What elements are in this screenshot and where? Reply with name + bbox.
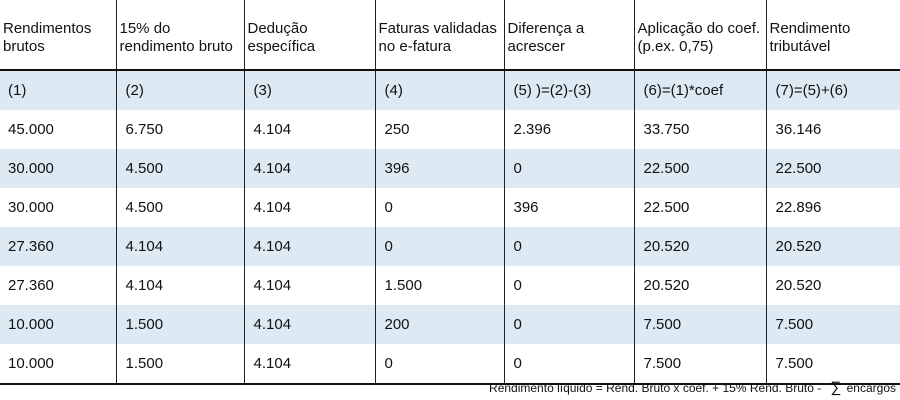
- footnote-text: Rendimento líquido = Rend. Bruto x coef.…: [489, 381, 822, 395]
- cell: 4.104: [244, 266, 376, 305]
- cell: 7.500: [766, 305, 900, 344]
- cell: 200: [375, 305, 505, 344]
- cell: 27.360: [0, 227, 117, 266]
- cell: 0: [375, 227, 505, 266]
- table-header: Rendimentos brutos 15% do rendimento bru…: [0, 0, 900, 71]
- cell: 10.000: [0, 305, 117, 344]
- footnote-tail: encargos: [846, 381, 896, 395]
- table-row: 45.000 6.750 4.104 250 2.396 33.750 36.1…: [0, 110, 900, 149]
- table-row: 10.000 1.500 4.104 200 0 7.500 7.500: [0, 305, 900, 344]
- header-validated-invoices: Faturas validadas no e-fatura: [375, 0, 505, 71]
- cell: 30.000: [0, 188, 117, 227]
- cell: 0: [504, 305, 635, 344]
- cell: 4.104: [244, 110, 376, 149]
- table-row: 27.360 4.104 4.104 0 0 20.520 20.520: [0, 227, 900, 266]
- index-cell: (2): [116, 70, 245, 110]
- cell: 0: [504, 227, 635, 266]
- table-row: 10.000 1.500 4.104 0 0 7.500 7.500: [0, 344, 900, 385]
- cell: 0: [375, 188, 505, 227]
- index-cell: (1): [0, 70, 117, 110]
- cell: 30.000: [0, 149, 117, 188]
- cell: 22.500: [634, 188, 767, 227]
- index-cell: (7)=(5)+(6): [766, 70, 900, 110]
- table-body: (1) (2) (3) (4) (5) )=(2)-(3) (6)=(1)*co…: [0, 70, 900, 385]
- cell: 396: [375, 149, 505, 188]
- cell: 7.500: [634, 305, 767, 344]
- cell: 4.104: [116, 266, 245, 305]
- cell: 1.500: [116, 344, 245, 385]
- cell: 4.104: [244, 344, 376, 385]
- cell: 1.500: [116, 305, 245, 344]
- cell: 45.000: [0, 110, 117, 149]
- cell: 33.750: [634, 110, 767, 149]
- cell: 20.520: [634, 227, 767, 266]
- cell: 4.104: [244, 227, 376, 266]
- cell: 4.104: [244, 188, 376, 227]
- header-specific-deduction: Dedução específica: [244, 0, 376, 71]
- cell: 20.520: [634, 266, 767, 305]
- cell: 0: [504, 266, 635, 305]
- cell: 0: [504, 344, 635, 385]
- cell: 10.000: [0, 344, 117, 385]
- header-row: Rendimentos brutos 15% do rendimento bru…: [0, 0, 900, 71]
- cell: 2.396: [504, 110, 635, 149]
- sigma-symbol: ∑: [830, 379, 842, 396]
- cell: 36.146: [775, 121, 822, 138]
- header-gross-income: Rendimentos brutos: [0, 0, 117, 71]
- index-cell: (4): [375, 70, 505, 110]
- table-row: 30.000 4.500 4.104 396 0 22.500 22.500: [0, 149, 900, 188]
- cell: 4.500: [116, 188, 245, 227]
- cell: 27.360: [0, 266, 117, 305]
- cell: 4.104: [244, 149, 376, 188]
- header-difference: Diferença a acrescer: [504, 0, 635, 71]
- header-coefficient: Aplicação do coef. (p.ex. 0,75): [634, 0, 767, 71]
- cell: 0: [375, 344, 505, 385]
- header-fifteen-percent: 15% do rendimento bruto: [116, 0, 245, 71]
- index-cell: (6)=(1)*coef: [634, 70, 767, 110]
- table-row: 30.000 4.500 4.104 0 396 22.500 22.896: [0, 188, 900, 227]
- cell: 4.104: [116, 227, 245, 266]
- cell: 4.104: [244, 305, 376, 344]
- cell: 0: [504, 149, 635, 188]
- index-cell: (5) )=(2)-(3): [504, 70, 635, 110]
- cell: 250: [375, 110, 505, 149]
- income-table: Rendimentos brutos 15% do rendimento bru…: [0, 0, 900, 385]
- header-taxable-income: Rendimento tributável: [766, 0, 900, 71]
- cell: 1.500: [375, 266, 505, 305]
- cell: 20.520: [766, 227, 900, 266]
- cell: 22.500: [766, 149, 900, 188]
- cell: 7.500: [766, 344, 900, 385]
- cell: 20.520: [775, 277, 822, 294]
- cell: 7.500: [634, 344, 767, 385]
- cell: 22.896: [775, 199, 822, 216]
- index-cell: (3): [244, 70, 376, 110]
- cell: 4.500: [116, 149, 245, 188]
- cell: 22.500: [634, 149, 767, 188]
- table-row: 27.360 4.104 4.104 1.500 0 20.520 20.520: [0, 266, 900, 305]
- index-row: (1) (2) (3) (4) (5) )=(2)-(3) (6)=(1)*co…: [0, 70, 900, 110]
- cell: 6.750: [116, 110, 245, 149]
- footnote: Rendimento líquido = Rend. Bruto x coef.…: [489, 379, 896, 396]
- cell: 396: [504, 188, 635, 227]
